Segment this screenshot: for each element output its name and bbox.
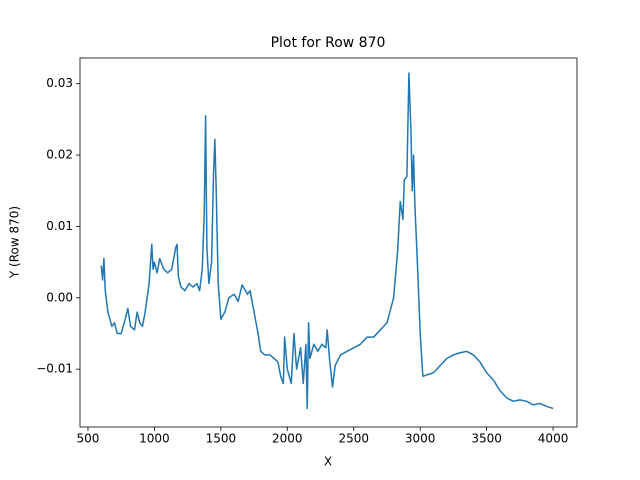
x-tick-label: 4000	[538, 432, 569, 446]
chart-title: Plot for Row 870	[271, 35, 386, 51]
y-tick-label: 0.01	[46, 219, 73, 233]
y-tick-label: 0.03	[46, 76, 73, 90]
data-line	[100, 72, 554, 410]
x-tick-label: 500	[77, 432, 100, 446]
x-axis-label: X	[324, 455, 332, 469]
x-tick-label: 2500	[338, 432, 369, 446]
x-tick-label: 1000	[139, 432, 170, 446]
y-tick-label: 0.00	[46, 290, 73, 304]
x-tick-label: 3000	[405, 432, 436, 446]
x-tick-label: 2000	[272, 432, 303, 446]
y-tick-label: 0.02	[46, 148, 73, 162]
x-tick-label: 3500	[471, 432, 502, 446]
y-axis-label: Y (Row 870)	[8, 206, 22, 279]
plot-frame	[79, 57, 578, 428]
y-tick-label: −0.01	[36, 362, 73, 376]
x-tick-label: 1500	[206, 432, 237, 446]
